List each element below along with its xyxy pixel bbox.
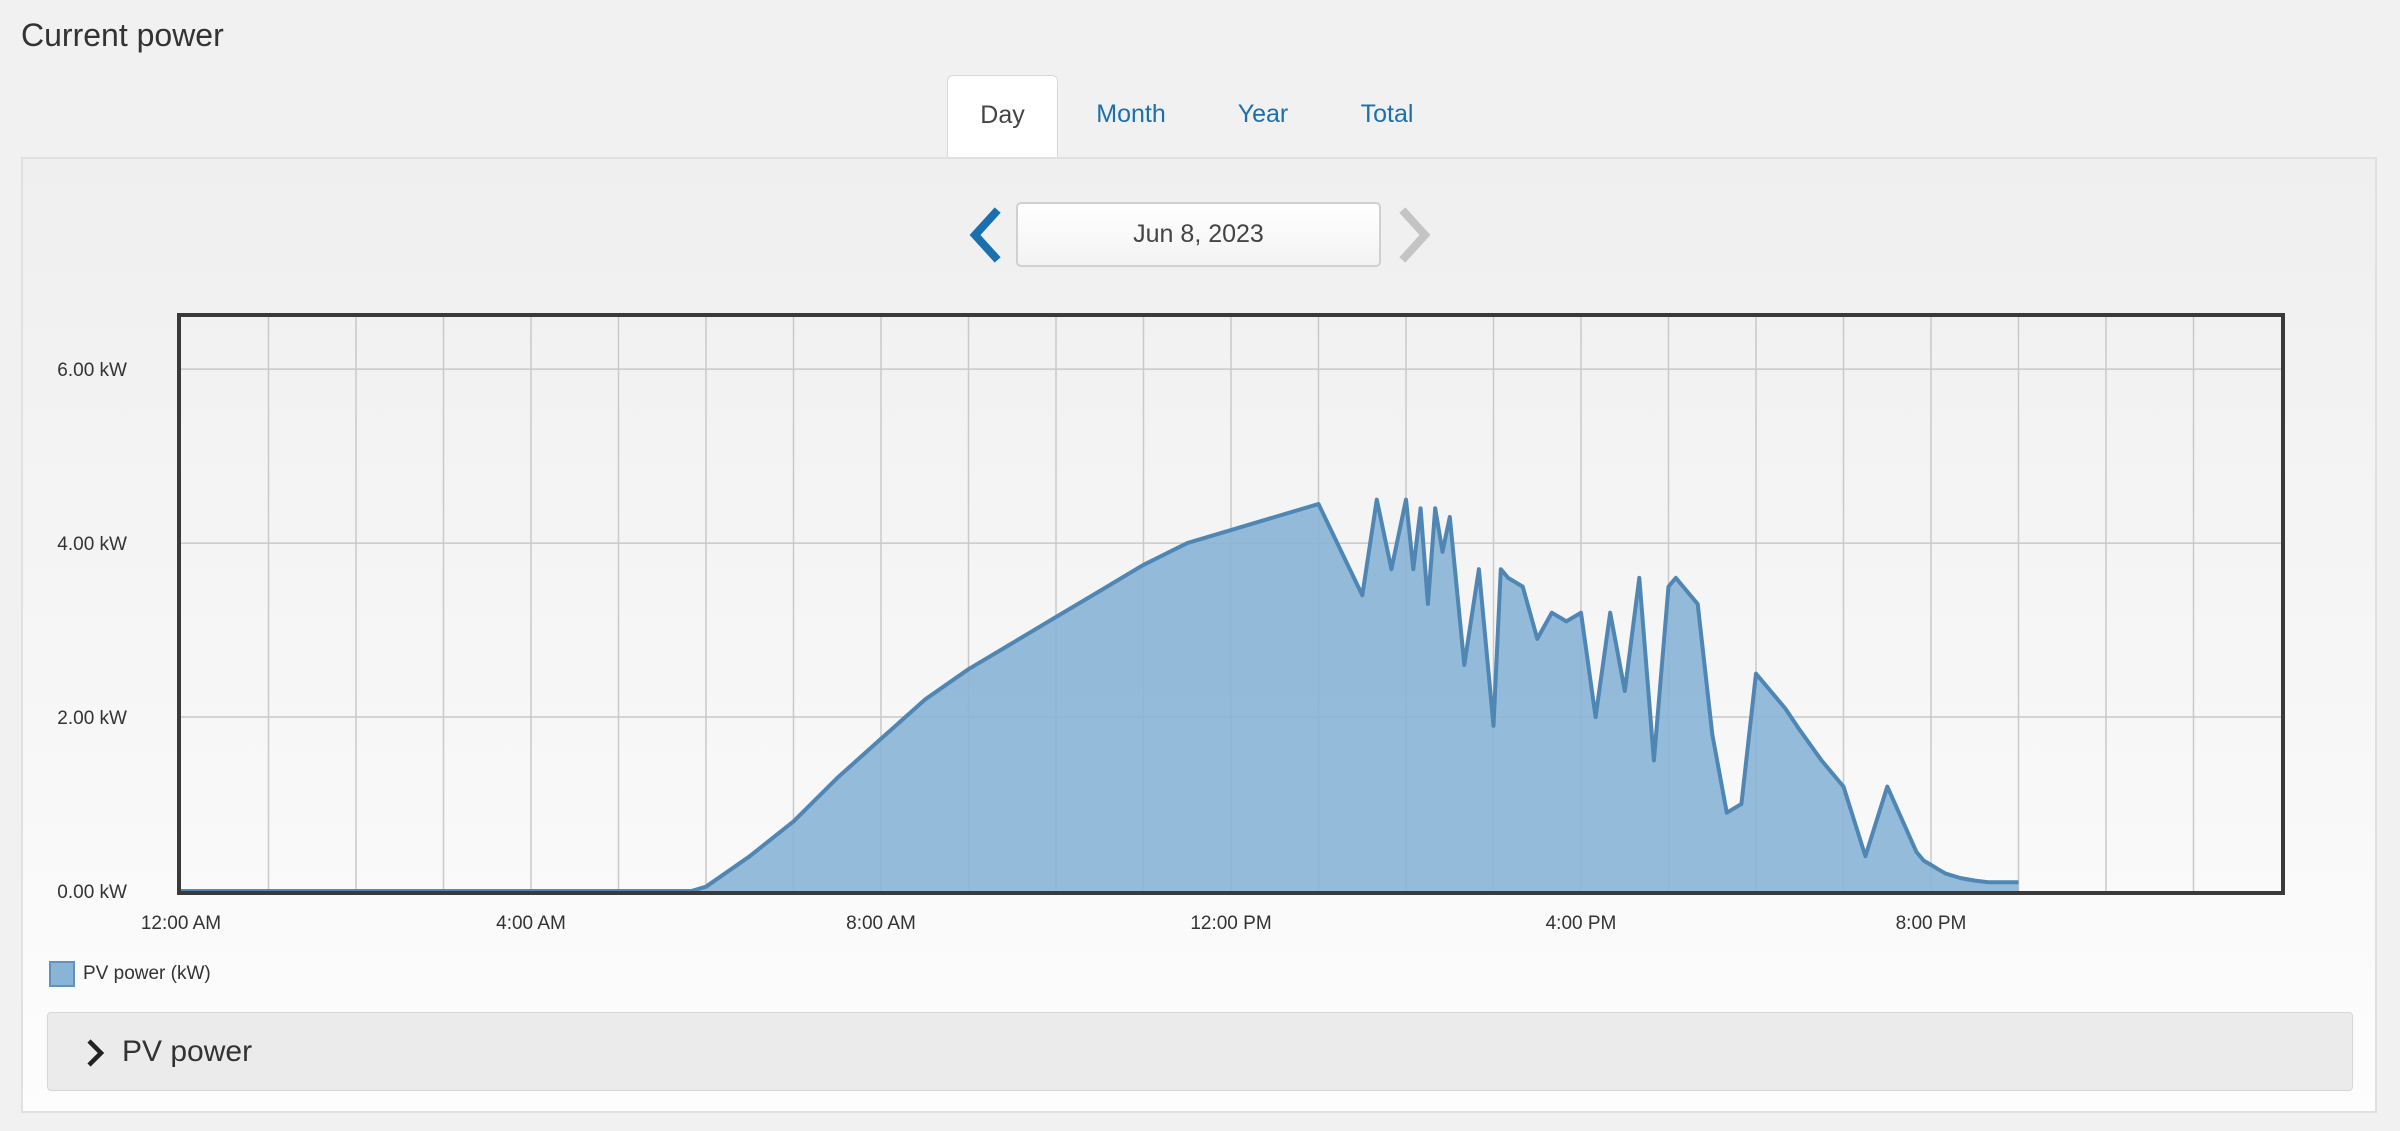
chevron-right-icon[interactable] — [1393, 207, 1437, 263]
period-tabs: Day Month Year Total — [0, 75, 2400, 157]
chevron-right-icon — [87, 1039, 105, 1067]
series-line — [181, 497, 2019, 893]
tab-total[interactable]: Total — [1360, 100, 1414, 128]
tab-day[interactable]: Day — [947, 75, 1058, 157]
y-axis-labels: 0.00 kW 2.00 kW 4.00 kW 6.00 kW — [57, 360, 127, 903]
date-navigator: Jun 8, 2023 — [23, 159, 2375, 299]
pv-power-chart: 0.00 kW 2.00 kW 4.00 kW 6.00 kW 12:00 AM 4:0… — [57, 313, 2285, 934]
x-axis-labels: 12:00 AM 4:00 AM 8:00 AM 12:00 PM 4:00 PM 8:0… — [141, 913, 1967, 934]
x-tick-label: 8:00 AM — [846, 913, 916, 934]
tab-month[interactable]: Month — [1096, 100, 1166, 128]
x-tick-label: 8:00 PM — [1896, 913, 1967, 934]
series-area — [181, 499, 2019, 891]
x-tick-label: 4:00 AM — [496, 913, 566, 934]
tab-year[interactable]: Year — [1237, 100, 1289, 128]
chart-legend[interactable]: PV power (kW) — [49, 959, 211, 989]
page-title: Current power — [21, 17, 224, 53]
date-picker[interactable]: Jun 8, 2023 — [1016, 202, 1381, 267]
plot-frame — [177, 313, 2285, 895]
y-tick-label: 0.00 kW — [57, 882, 127, 903]
y-tick-label: 6.00 kW — [57, 360, 127, 381]
y-tick-label: 2.00 kW — [57, 708, 127, 729]
x-tick-label: 12:00 AM — [141, 913, 221, 934]
x-tick-label: 4:00 PM — [1546, 913, 1617, 934]
chart-panel: Jun 8, 2023 0.00 kW 2.00 kW 4.00 kW 6.00 kW… — [21, 157, 2377, 1113]
pv-power-accordion[interactable]: PV power — [47, 1012, 2353, 1091]
x-tick-label: 12:00 PM — [1190, 913, 1271, 934]
legend-swatch — [49, 961, 75, 987]
y-tick-label: 4.00 kW — [57, 534, 127, 555]
accordion-label: PV power — [122, 1035, 253, 1068]
chevron-left-icon[interactable] — [963, 207, 1007, 263]
legend-label: PV power (kW) — [83, 963, 211, 984]
series-pv-power — [181, 497, 2019, 893]
